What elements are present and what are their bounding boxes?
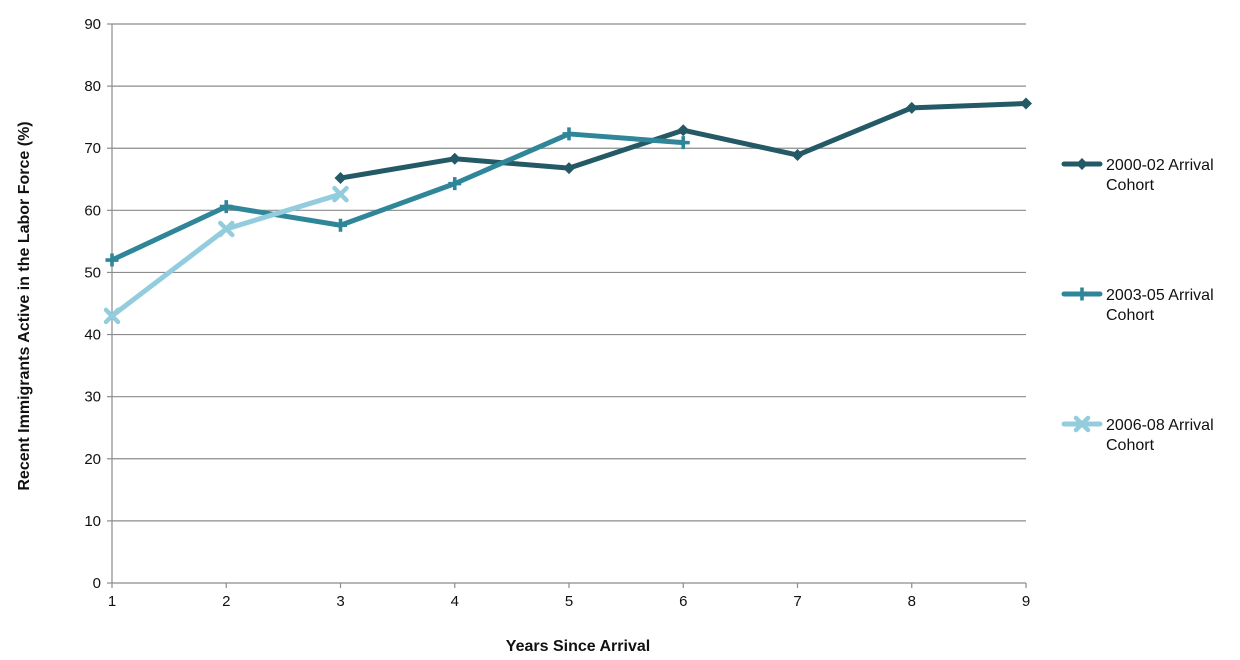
y-tick-label: 60 <box>84 202 101 219</box>
x-tick-label: 2 <box>222 593 230 610</box>
data-point <box>563 162 575 175</box>
data-point <box>448 152 461 165</box>
y-axis-title: Recent Immigrants Active in the Labor Fo… <box>16 121 33 490</box>
data-point <box>219 200 233 214</box>
legend-item-1: 2003-05 Arrival Cohort <box>1061 287 1214 324</box>
legend-label-line2: Cohort <box>1106 307 1155 324</box>
legend-item-2: 2006-08 Arrival Cohort <box>1061 415 1214 454</box>
y-tick-label: 70 <box>84 140 101 157</box>
x-tick-label: 5 <box>565 593 573 610</box>
data-point <box>332 185 349 203</box>
data-point <box>905 101 918 114</box>
series-layer <box>103 97 1032 325</box>
x-tick-label: 7 <box>793 593 801 610</box>
data-point <box>562 127 576 141</box>
y-tick-label: 0 <box>93 575 101 592</box>
legend-label-line2: Cohort <box>1106 177 1155 194</box>
data-point <box>676 136 690 150</box>
legend-layer: 2000-02 Arrival Cohort 2003-05 Arrival Coho… <box>1061 157 1214 454</box>
y-tick-label: 30 <box>84 389 101 406</box>
data-point <box>448 177 462 191</box>
y-tick-label: 20 <box>84 451 101 468</box>
legend-swatch-marker <box>1073 415 1091 433</box>
legend-item-0: 2000-02 Arrival Cohort <box>1061 157 1214 194</box>
data-point <box>334 172 347 185</box>
legend-swatch-marker <box>1075 287 1089 301</box>
x-tick-label: 6 <box>679 593 687 610</box>
series-1 <box>105 127 690 267</box>
legend-swatch-marker <box>1076 158 1088 170</box>
series-line <box>109 131 686 263</box>
x-tick-label: 9 <box>1022 593 1030 610</box>
series-0 <box>334 97 1032 185</box>
x-tick-label: 1 <box>108 593 116 610</box>
data-point <box>1020 97 1032 110</box>
data-point <box>218 220 235 238</box>
legend-label-line2: Cohort <box>1106 437 1155 454</box>
legend-label-line1: 2006-08 Arrival <box>1106 417 1214 434</box>
y-tick-label: 50 <box>84 264 101 281</box>
x-tick-label: 3 <box>336 593 344 610</box>
data-point <box>677 124 690 137</box>
data-point <box>103 307 121 325</box>
y-tick-label: 90 <box>84 16 101 33</box>
x-tick-label: 4 <box>451 593 459 610</box>
data-point <box>791 149 804 162</box>
y-tick-label: 40 <box>84 327 101 344</box>
x-axis-title: Years Since Arrival <box>506 638 650 655</box>
data-point <box>105 253 119 267</box>
legend-label-line1: 2003-05 Arrival <box>1106 287 1214 304</box>
legend-label-line1: 2000-02 Arrival <box>1106 157 1214 174</box>
y-tick-label: 10 <box>84 513 101 530</box>
y-tick-label: 80 <box>84 78 101 95</box>
series-2 <box>103 185 349 325</box>
axes-layer: 0 10 20 30 40 50 60 70 80 90 1 2 3 4 5 6 7 8 9 <box>84 16 1030 610</box>
x-tick-label: 8 <box>908 593 916 610</box>
grid-layer <box>112 23 1026 522</box>
data-point <box>334 218 347 232</box>
